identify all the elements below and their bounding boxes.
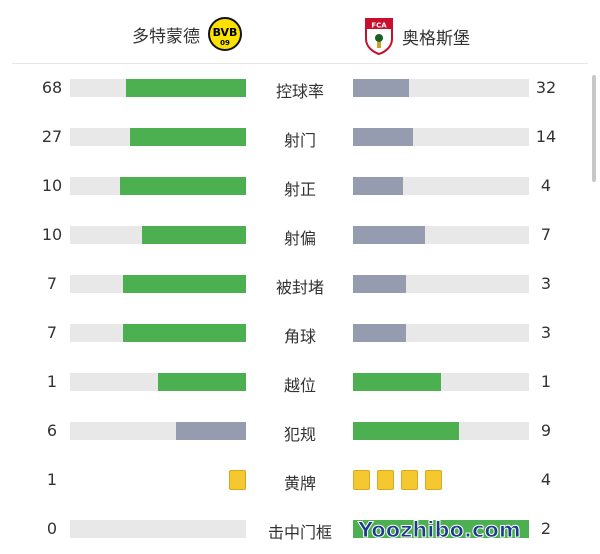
stat-label: 黄牌 — [283, 474, 316, 493]
svg-text:BVB: BVB — [213, 26, 238, 39]
stat-row: 1 黄牌 4 — [0, 456, 600, 505]
home-bar-fill — [175, 422, 246, 440]
home-cards — [229, 470, 246, 490]
away-team-name: 奥格斯堡 — [402, 28, 470, 49]
stat-row: 1 越位 1 — [0, 358, 600, 407]
home-bar-fill — [120, 177, 246, 195]
svg-text:09: 09 — [220, 39, 230, 47]
stat-label: 射偏 — [283, 229, 316, 248]
stat-row: 0 击中门框 2 — [0, 505, 600, 554]
home-bar — [70, 177, 246, 195]
home-value: 6 — [46, 421, 58, 440]
away-value: 3 — [540, 274, 552, 293]
away-team[interactable]: FCA 奥格斯堡 — [364, 17, 470, 55]
match-header: 多特蒙德 BVB 09 FCA 奥格斯堡 — [12, 0, 588, 64]
yellow-card-icon — [229, 470, 246, 490]
away-bar — [353, 177, 529, 195]
away-value: 7 — [540, 225, 552, 244]
away-value: 32 — [535, 78, 557, 97]
home-bar — [70, 226, 246, 244]
home-bar-fill — [130, 128, 246, 146]
away-value: 2 — [540, 519, 552, 538]
home-bar — [70, 275, 246, 293]
away-bar — [353, 128, 529, 146]
stat-row: 7 被封堵 3 — [0, 260, 600, 309]
away-bar-fill — [353, 177, 404, 195]
stat-row: 27 射门 14 — [0, 113, 600, 162]
away-value: 3 — [540, 323, 552, 342]
away-bar-fill — [353, 79, 410, 97]
away-bar — [353, 373, 529, 391]
watermark: Yoozhibo.com — [358, 518, 522, 543]
stat-label: 射正 — [283, 180, 316, 199]
home-value: 1 — [46, 372, 58, 391]
away-bar-fill — [353, 275, 406, 293]
away-bar-fill — [353, 422, 459, 440]
away-value: 1 — [540, 372, 552, 391]
home-value: 68 — [41, 78, 63, 97]
stat-label: 越位 — [283, 376, 316, 395]
stat-row: 10 射正 4 — [0, 162, 600, 211]
home-value: 1 — [46, 470, 58, 489]
stat-label: 控球率 — [275, 82, 324, 101]
stat-label: 角球 — [283, 327, 316, 346]
home-team[interactable]: 多特蒙德 BVB 09 — [132, 17, 242, 51]
away-bar-fill — [353, 373, 441, 391]
home-bar-fill — [158, 373, 246, 391]
away-value: 14 — [535, 127, 557, 146]
home-value: 10 — [41, 176, 63, 195]
away-value: 4 — [540, 470, 552, 489]
stat-row: 10 射偏 7 — [0, 211, 600, 260]
home-bar — [70, 520, 246, 538]
home-bar — [70, 79, 246, 97]
home-bar-fill — [142, 226, 246, 244]
stat-label: 犯规 — [283, 425, 316, 444]
away-value: 4 — [540, 176, 552, 195]
away-bar-fill — [353, 520, 529, 538]
away-bar — [353, 324, 529, 342]
away-bar — [353, 79, 529, 97]
home-team-name: 多特蒙德 — [132, 26, 200, 47]
stat-row: 6 犯规 9 — [0, 407, 600, 456]
away-bar — [353, 275, 529, 293]
yellow-card-icon — [377, 470, 394, 490]
away-bar — [353, 520, 529, 538]
home-value: 7 — [46, 323, 58, 342]
away-bar-fill — [353, 324, 406, 342]
yellow-card-icon — [401, 470, 418, 490]
stat-label: 被封堵 — [275, 278, 324, 297]
home-value: 0 — [46, 519, 58, 538]
svg-text:FCA: FCA — [371, 22, 387, 30]
fca-logo-icon: FCA — [365, 18, 393, 55]
away-bar-fill — [353, 226, 426, 244]
away-cards — [353, 470, 442, 490]
home-value: 7 — [46, 274, 58, 293]
home-bar — [70, 373, 246, 391]
away-bar-fill — [353, 128, 414, 146]
home-bar — [70, 128, 246, 146]
home-bar — [70, 324, 246, 342]
away-bar — [353, 226, 529, 244]
away-value: 9 — [540, 421, 552, 440]
yellow-card-icon — [425, 470, 442, 490]
home-value: 27 — [41, 127, 63, 146]
stat-row: 68 控球率 32 — [0, 64, 600, 113]
home-bar — [70, 422, 246, 440]
scrollbar[interactable] — [592, 75, 596, 182]
yellow-card-icon — [353, 470, 370, 490]
stat-label: 击中门框 — [267, 523, 332, 542]
home-value: 10 — [41, 225, 63, 244]
stat-row: 7 角球 3 — [0, 309, 600, 358]
home-bar-fill — [122, 324, 246, 342]
stat-label: 射门 — [283, 131, 316, 150]
home-bar-fill — [126, 79, 246, 97]
home-bar-fill — [122, 275, 246, 293]
away-bar — [353, 422, 529, 440]
